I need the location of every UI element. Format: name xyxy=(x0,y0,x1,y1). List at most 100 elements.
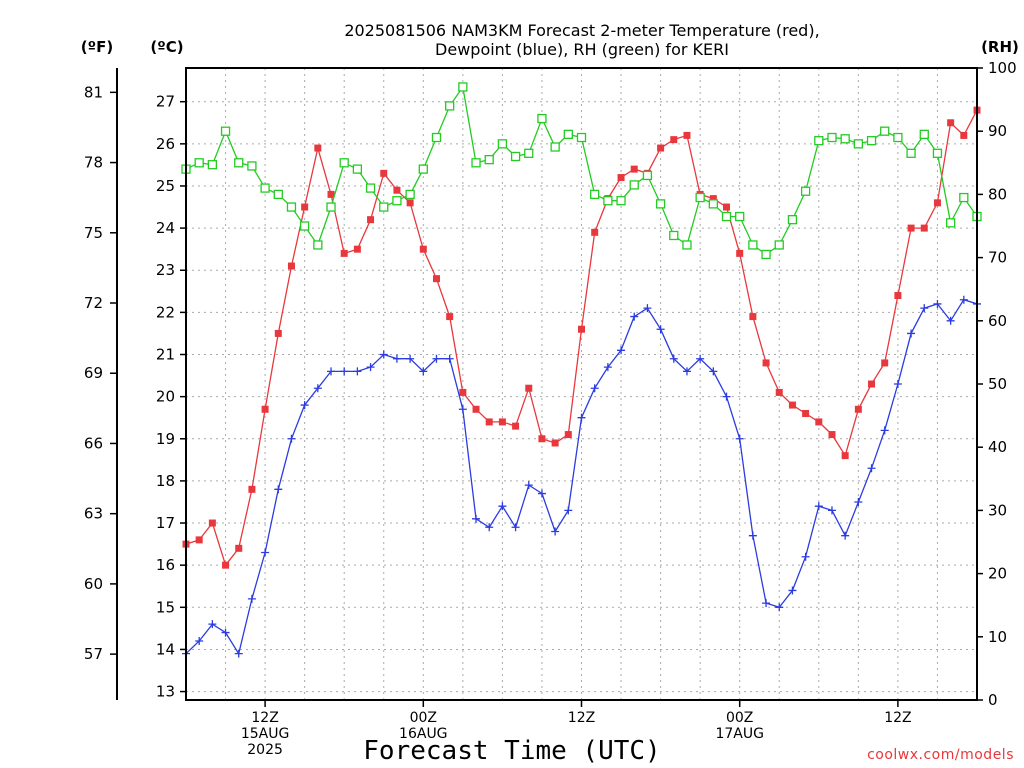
data-point xyxy=(735,434,744,443)
data-point xyxy=(471,158,481,168)
data-point xyxy=(485,418,493,426)
rh-tick-label: 0 xyxy=(988,691,998,709)
fahrenheit-tick-label: 66 xyxy=(84,434,103,452)
data-point xyxy=(947,119,955,127)
data-point xyxy=(920,304,929,313)
data-point xyxy=(445,354,454,363)
x-tick-label: 17AUG xyxy=(715,726,764,742)
data-point xyxy=(788,586,797,595)
data-point xyxy=(591,228,599,236)
data-point xyxy=(841,452,849,460)
series-line xyxy=(185,109,978,567)
data-point xyxy=(327,190,335,198)
data-point xyxy=(459,388,467,396)
data-point xyxy=(445,101,455,111)
data-point xyxy=(195,637,204,646)
data-point xyxy=(906,148,916,158)
data-point xyxy=(722,392,731,401)
data-point xyxy=(630,165,638,173)
data-point xyxy=(907,329,916,338)
data-point xyxy=(907,224,915,232)
rh-tick-label: 20 xyxy=(988,565,1007,583)
data-point xyxy=(274,329,282,337)
data-point xyxy=(748,240,758,250)
data-point xyxy=(287,262,295,270)
data-point xyxy=(261,548,270,557)
data-point xyxy=(431,132,442,143)
data-point xyxy=(578,325,585,333)
data-point xyxy=(814,136,824,146)
data-point xyxy=(867,464,876,473)
data-point xyxy=(854,405,862,413)
data-point xyxy=(234,158,244,168)
data-point xyxy=(194,158,204,168)
data-point xyxy=(380,169,388,177)
data-point xyxy=(234,649,243,658)
celsius-tick-label: 17 xyxy=(156,514,175,532)
rh-tick-label: 10 xyxy=(988,628,1007,646)
data-point xyxy=(642,170,653,181)
data-point xyxy=(497,139,508,149)
rh-tick-label: 50 xyxy=(988,375,1007,393)
data-point xyxy=(761,249,771,260)
celsius-tick-label: 25 xyxy=(156,177,175,195)
data-point xyxy=(525,384,533,392)
data-point xyxy=(563,129,573,140)
data-point xyxy=(222,561,230,569)
celsius-tick-label: 26 xyxy=(156,135,175,153)
data-point xyxy=(696,354,705,363)
data-point xyxy=(472,405,480,413)
data-point xyxy=(458,405,467,414)
data-point xyxy=(840,134,850,144)
data-point xyxy=(537,113,547,124)
celsius-unit-label: (ºC) xyxy=(150,38,183,56)
data-point xyxy=(709,195,717,203)
data-point xyxy=(327,367,336,376)
celsius-tick-label: 22 xyxy=(156,303,175,321)
data-point xyxy=(656,325,665,334)
data-point xyxy=(564,506,573,515)
x-axis-title: Forecast Time (UTC) xyxy=(363,736,660,766)
celsius-tick-label: 15 xyxy=(156,598,175,616)
data-point xyxy=(868,380,876,388)
plot-frame xyxy=(185,67,978,701)
data-point xyxy=(590,189,600,200)
rh-tick-label: 90 xyxy=(988,122,1007,140)
celsius-tick-label: 21 xyxy=(156,346,175,364)
data-point xyxy=(721,211,732,222)
rh-unit-label: (RH) xyxy=(981,38,1019,56)
data-point xyxy=(919,129,929,140)
data-point xyxy=(801,552,810,561)
x-tick-label: 2025 xyxy=(247,742,283,758)
data-point xyxy=(682,367,691,376)
fahrenheit-tick-label: 69 xyxy=(84,364,103,382)
data-point xyxy=(670,136,678,144)
data-point xyxy=(762,599,771,608)
data-point xyxy=(274,485,283,494)
celsius-tick-label: 18 xyxy=(156,472,175,490)
data-point xyxy=(866,136,877,146)
celsius-tick-label: 23 xyxy=(156,261,175,279)
x-tick-label: 12Z xyxy=(251,710,278,726)
x-tick-label: 15AUG xyxy=(241,726,290,742)
data-point xyxy=(419,367,428,376)
data-point xyxy=(301,203,309,211)
data-point xyxy=(392,354,401,363)
fahrenheit-tick-label: 81 xyxy=(84,83,103,101)
data-point xyxy=(880,126,890,136)
data-point xyxy=(273,189,283,200)
data-point xyxy=(538,435,546,443)
data-point xyxy=(485,523,494,532)
data-point xyxy=(960,131,968,139)
data-point xyxy=(959,192,969,203)
chart-title-line-2: Dewpoint (blue), RH (green) for KERI xyxy=(435,40,729,59)
fahrenheit-tick-label: 60 xyxy=(84,575,103,593)
data-point xyxy=(775,388,783,396)
data-point xyxy=(340,249,348,257)
series-layer xyxy=(181,82,982,658)
data-point xyxy=(774,240,784,250)
data-point xyxy=(828,431,836,439)
data-point xyxy=(881,359,889,367)
data-point xyxy=(511,523,520,532)
rh-tick-label: 80 xyxy=(988,185,1007,203)
